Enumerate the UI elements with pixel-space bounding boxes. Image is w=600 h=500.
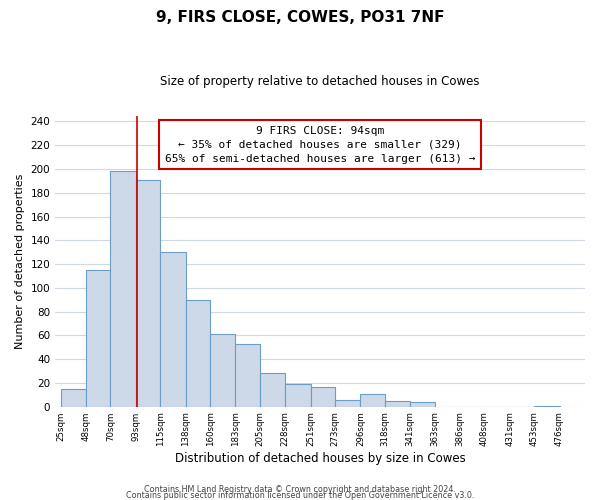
Bar — [136, 180, 160, 406]
Bar — [335, 400, 361, 406]
Y-axis label: Number of detached properties: Number of detached properties — [15, 174, 25, 349]
Bar — [210, 334, 235, 406]
Bar — [185, 300, 210, 406]
X-axis label: Distribution of detached houses by size in Cowes: Distribution of detached houses by size … — [175, 452, 466, 465]
Bar — [235, 344, 260, 406]
Bar — [311, 386, 335, 406]
Bar — [86, 270, 110, 406]
Bar — [260, 374, 285, 406]
Bar — [361, 394, 385, 406]
Title: Size of property relative to detached houses in Cowes: Size of property relative to detached ho… — [160, 75, 480, 88]
Bar — [385, 401, 410, 406]
Text: Contains public sector information licensed under the Open Government Licence v3: Contains public sector information licen… — [126, 490, 474, 500]
Text: Contains HM Land Registry data © Crown copyright and database right 2024.: Contains HM Land Registry data © Crown c… — [144, 484, 456, 494]
Text: 9, FIRS CLOSE, COWES, PO31 7NF: 9, FIRS CLOSE, COWES, PO31 7NF — [156, 10, 444, 25]
Text: 9 FIRS CLOSE: 94sqm
← 35% of detached houses are smaller (329)
65% of semi-detac: 9 FIRS CLOSE: 94sqm ← 35% of detached ho… — [165, 126, 475, 164]
Bar — [410, 402, 434, 406]
Bar — [61, 389, 86, 406]
Bar — [160, 252, 185, 406]
Bar — [110, 172, 136, 406]
Bar — [285, 384, 311, 406]
